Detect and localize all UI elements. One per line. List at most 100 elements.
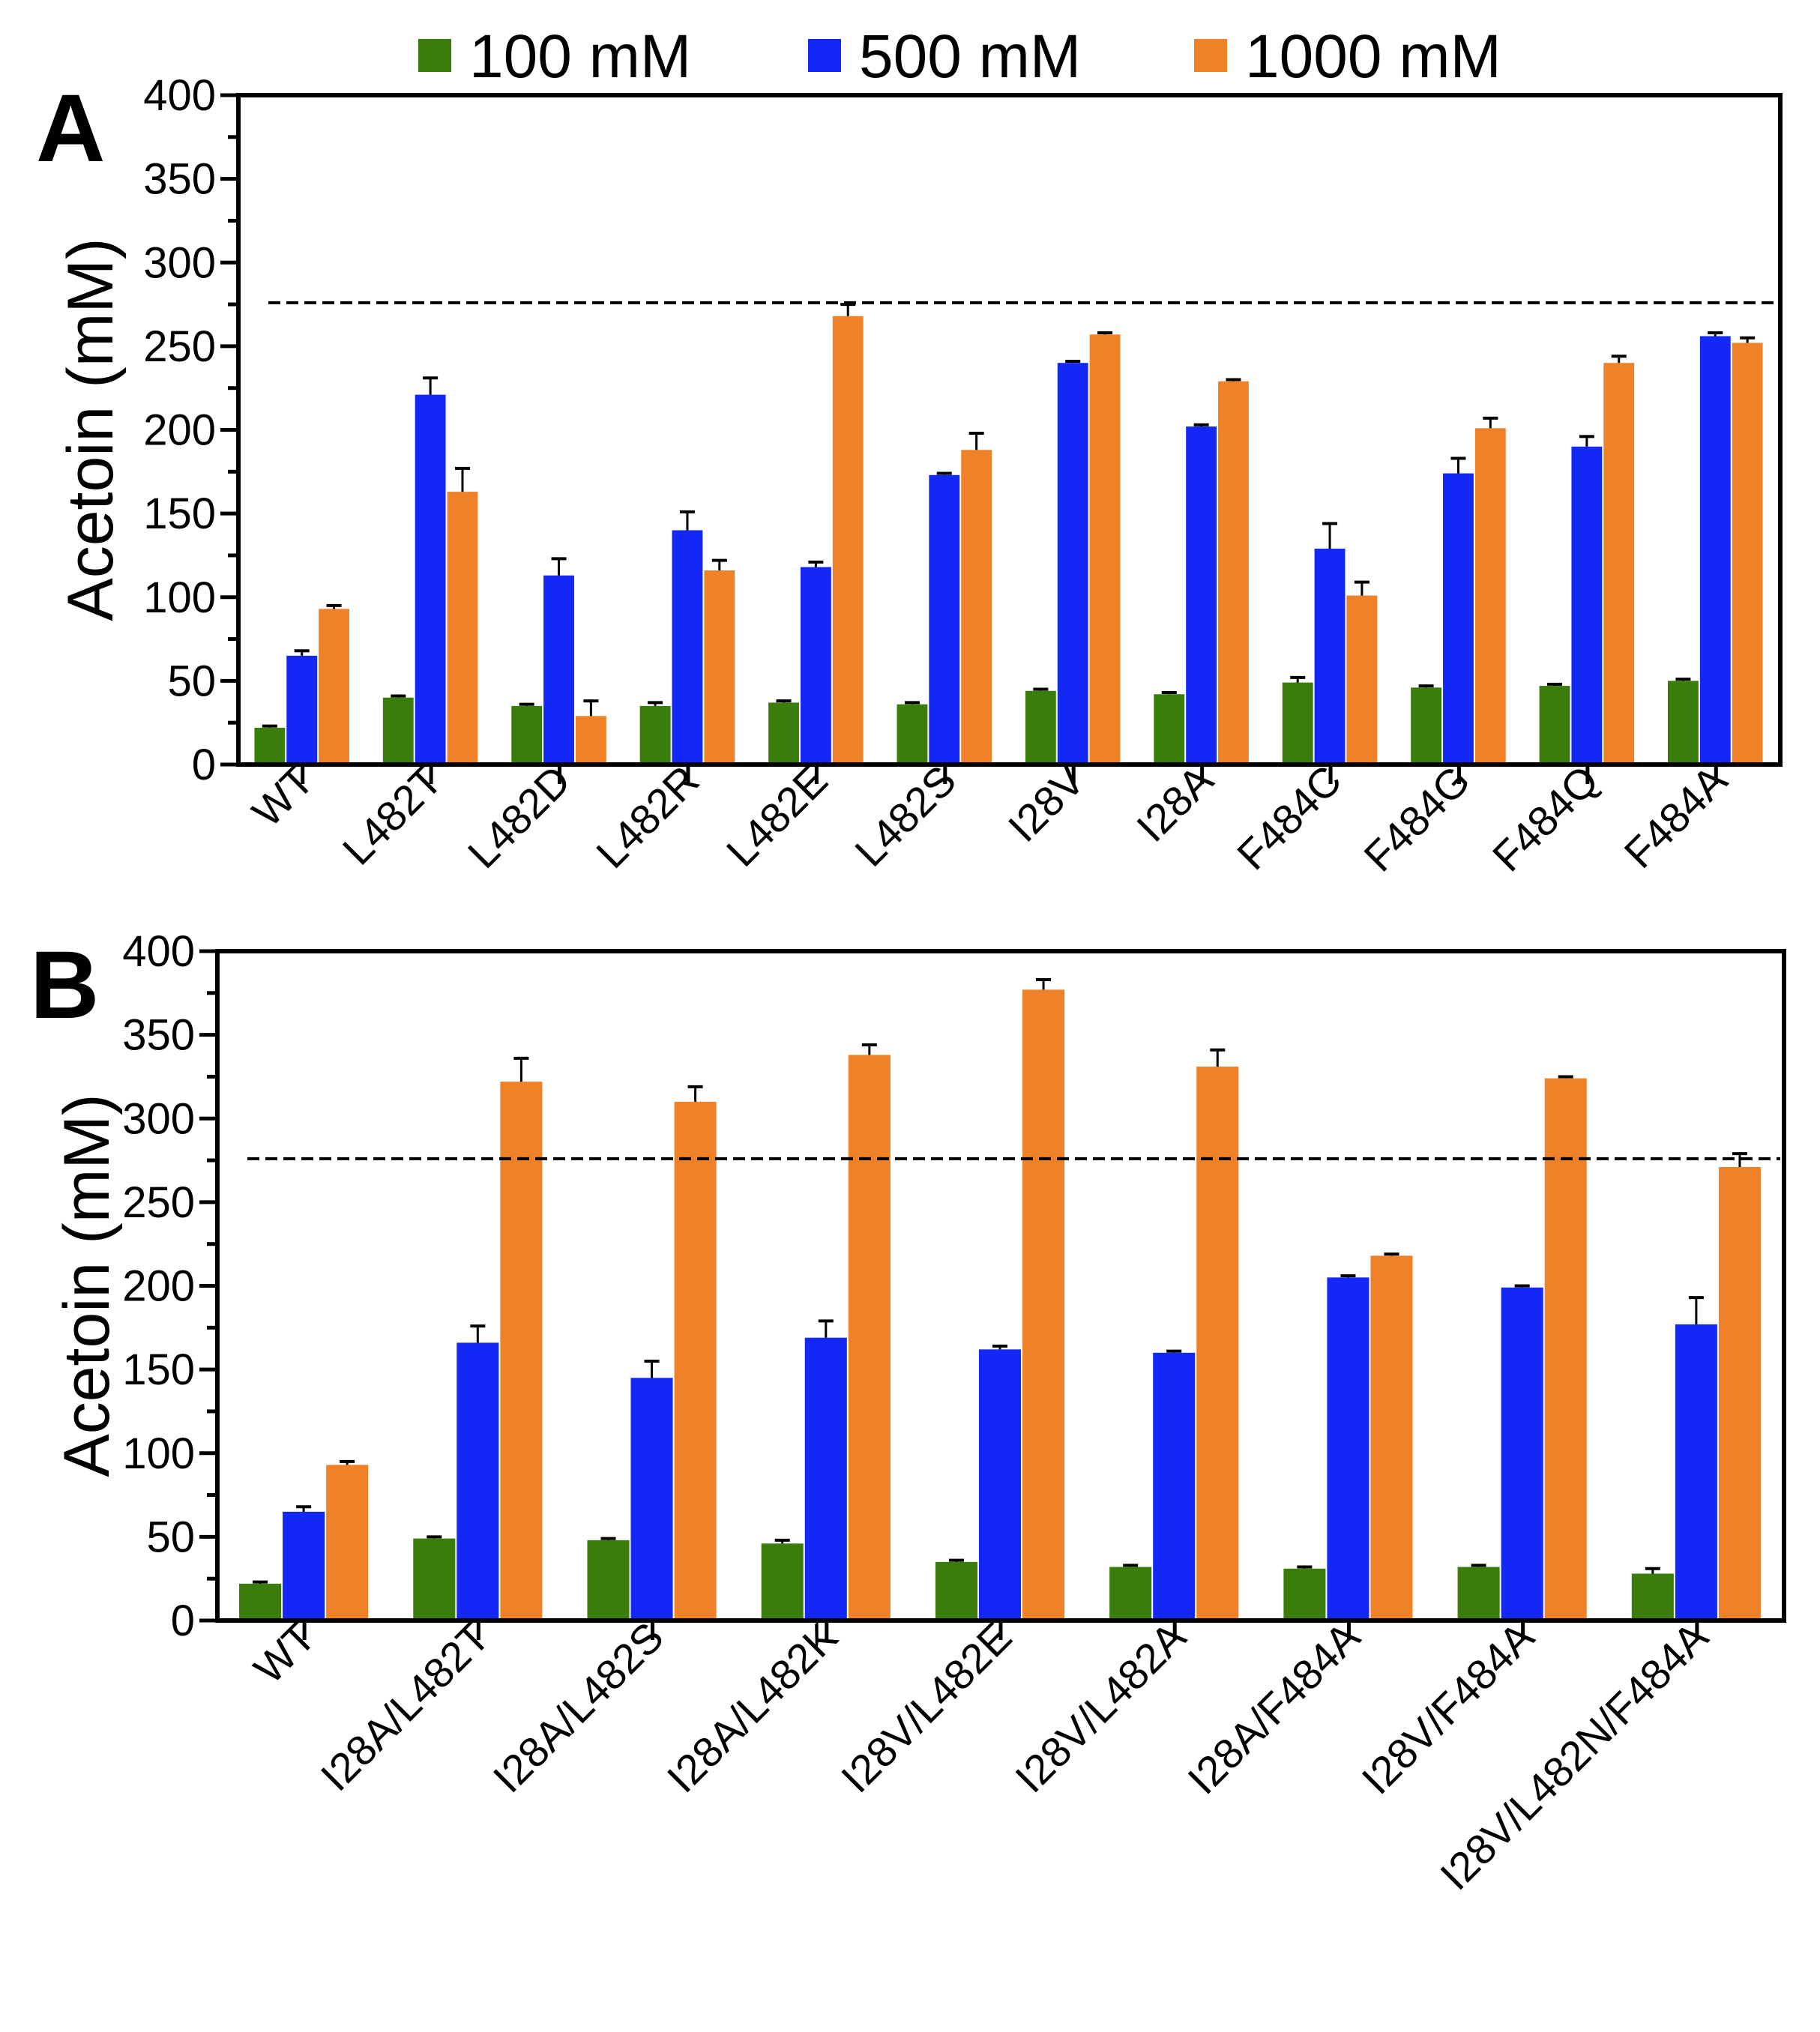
bar — [1699, 336, 1731, 765]
bar — [848, 1055, 891, 1621]
bar — [1370, 1255, 1413, 1621]
bar — [587, 1540, 630, 1621]
bar — [1668, 681, 1699, 765]
x-tick-label: WT — [243, 756, 322, 836]
x-tick-label: L482S — [846, 756, 965, 875]
legend-item: 1000 mM — [1194, 22, 1501, 91]
x-tick-label: I28A/L482T — [312, 1613, 498, 1800]
y-tick-label: 0 — [171, 1597, 195, 1645]
legend-label: 1000 mM — [1245, 22, 1501, 91]
x-tick-label: I28A/L482S — [484, 1613, 673, 1802]
bar — [1025, 690, 1056, 765]
x-tick-label: L482T — [334, 756, 451, 874]
y-tick-label: 300 — [122, 1094, 195, 1143]
bar — [1457, 1567, 1500, 1621]
y-tick-label: 200 — [143, 406, 216, 455]
bar — [1718, 1166, 1761, 1621]
bar — [1474, 428, 1506, 765]
bar — [935, 1561, 977, 1621]
x-tick-label: F484G — [1355, 756, 1479, 881]
y-tick-label: 250 — [143, 322, 216, 371]
bar — [929, 474, 960, 765]
bar — [1022, 989, 1065, 1621]
panel-letter: B — [30, 932, 99, 1039]
x-tick-label: F484C — [1228, 756, 1350, 878]
x-tick-label: I28V/L482E — [832, 1613, 1021, 1802]
x-tick-label: L482D — [459, 756, 579, 877]
bar — [1411, 687, 1442, 765]
bar — [800, 567, 831, 765]
y-tick-label: 400 — [122, 927, 195, 976]
bar — [382, 697, 414, 765]
bar — [761, 1543, 804, 1621]
y-tick-label: 250 — [122, 1178, 195, 1227]
y-tick-label: 200 — [122, 1262, 195, 1311]
bar — [1154, 694, 1185, 765]
x-tick-label: I28A/F484A — [1178, 1612, 1369, 1803]
bar — [1218, 381, 1249, 765]
bar — [978, 1349, 1022, 1621]
bar — [1196, 1067, 1239, 1621]
plot-frame — [236, 93, 1783, 767]
y-tick-label: 350 — [122, 1011, 195, 1060]
bar — [639, 705, 671, 765]
panel-A: A Acetoin (mM) WT L482T L482D L482R L482E L482S… — [36, 71, 1783, 881]
y-tick-label: 50 — [146, 1513, 195, 1561]
bar — [1346, 595, 1378, 765]
bar — [511, 705, 543, 765]
y-axis-label: Acetoin (mM) — [55, 238, 127, 621]
y-tick-label: 100 — [143, 573, 216, 622]
bar — [1314, 549, 1346, 765]
bar — [543, 575, 574, 765]
bar — [326, 1465, 369, 1621]
bar — [286, 655, 318, 765]
x-tick-label: I28V — [999, 756, 1094, 850]
y-axis-label: Acetoin (mM) — [51, 1094, 123, 1477]
bar — [672, 530, 703, 765]
bar — [1603, 363, 1635, 765]
x-tick-label: L482E — [717, 756, 837, 875]
bar — [832, 316, 864, 765]
bar — [1282, 682, 1313, 765]
y-tick-label: 0 — [192, 741, 216, 789]
bar — [1539, 686, 1570, 765]
bar — [674, 1101, 717, 1621]
bar — [704, 570, 735, 765]
y-tick-label: 400 — [143, 71, 216, 120]
bar — [1186, 426, 1217, 765]
legend-label: 500 mM — [859, 22, 1081, 91]
bar — [413, 1538, 456, 1621]
x-tick-label: I28A — [1127, 756, 1222, 850]
bar — [254, 727, 286, 765]
bar — [1675, 1324, 1717, 1621]
bar — [1327, 1277, 1369, 1621]
legend-swatch — [1194, 39, 1227, 72]
plot-frame — [215, 949, 1786, 1623]
x-tick-label: L482R — [587, 756, 708, 877]
x-tick-label: F484Q — [1483, 756, 1608, 881]
bar — [1732, 343, 1763, 765]
bar — [1631, 1573, 1674, 1621]
x-tick-label: F484A — [1615, 756, 1737, 877]
bar — [630, 1378, 673, 1621]
legend-swatch — [808, 39, 841, 72]
bar — [1109, 1567, 1152, 1621]
bar — [283, 1511, 325, 1621]
x-tick-label: I28V/F484A — [1352, 1612, 1543, 1803]
bar — [1443, 473, 1474, 765]
legend-label: 100 mM — [469, 22, 691, 91]
bar — [897, 704, 928, 765]
panel-letter: A — [36, 75, 105, 182]
bar — [319, 609, 349, 765]
y-tick-label: 150 — [143, 489, 216, 538]
x-tick-label: I28V/L482A — [1006, 1612, 1195, 1801]
x-tick-label: I28A/L482K — [658, 1613, 847, 1802]
bar — [447, 492, 478, 765]
x-tick-label: WT — [244, 1613, 324, 1692]
bar — [456, 1342, 499, 1621]
bar — [1057, 363, 1088, 765]
bar — [768, 702, 799, 765]
bar — [1544, 1078, 1587, 1621]
